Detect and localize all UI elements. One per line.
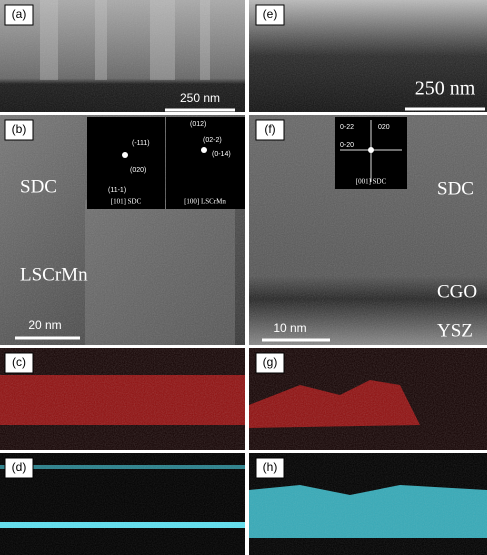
panel-a: (a) 250 nm: [0, 0, 245, 112]
diffraction-spot-label: (11-1): [108, 187, 126, 194]
layer-label: CGO: [437, 281, 477, 302]
panel-c: (c): [0, 348, 245, 450]
layer-label: SDC: [20, 176, 57, 197]
inset-caption: [100] LSCrMn: [184, 198, 226, 206]
diffraction-spot-label: (02-2): [203, 137, 222, 144]
figure: (a) 250 nm (e) 250 nm (b) (-111) (020) (…: [0, 0, 487, 555]
diffraction-spot-label: (0-14): [212, 151, 231, 158]
diffraction-spot-label: 0-20: [340, 142, 354, 149]
diffraction-spot-label: 0-22: [340, 124, 354, 131]
layer-label: LSCrMn: [20, 264, 88, 285]
panel-g: (g): [249, 348, 487, 450]
diffraction-spot-label: 020: [378, 124, 390, 131]
panel-label: (c): [12, 355, 26, 369]
panel-label: (e): [263, 7, 278, 21]
panel-d: (d): [0, 453, 245, 555]
scale-bar-label: 250 nm: [180, 91, 220, 105]
panel-label: (h): [263, 460, 278, 474]
panel-f: (f) 0-22 020 0-20 [001] SDC SDC CGO YSZ …: [249, 115, 487, 345]
inset-caption: [101] SDC: [111, 198, 142, 206]
scale-bar-label: 250 nm: [415, 78, 476, 100]
diffraction-spot-label: (012): [190, 121, 206, 128]
panel-label: (g): [263, 355, 278, 369]
panel-label: (f): [264, 122, 275, 136]
layer-label: YSZ: [437, 320, 473, 341]
layer-label: SDC: [437, 178, 474, 199]
diffraction-spot-label: (020): [130, 167, 146, 174]
panel-label: (a): [12, 7, 27, 21]
panel-b: (b) (-111) (020) (11-1) [101] SDC (012) …: [0, 115, 245, 345]
panel-h: (h): [249, 453, 487, 555]
panel-label: (d): [12, 460, 27, 474]
scale-bar-label: 20 nm: [28, 318, 61, 332]
inset-caption: [001] SDC: [356, 178, 387, 186]
panel-label: (b): [12, 122, 27, 136]
diffraction-spot-label: (-111): [132, 140, 150, 147]
scale-bar-label: 10 nm: [273, 321, 306, 335]
panel-e: (e) 250 nm: [249, 0, 487, 112]
